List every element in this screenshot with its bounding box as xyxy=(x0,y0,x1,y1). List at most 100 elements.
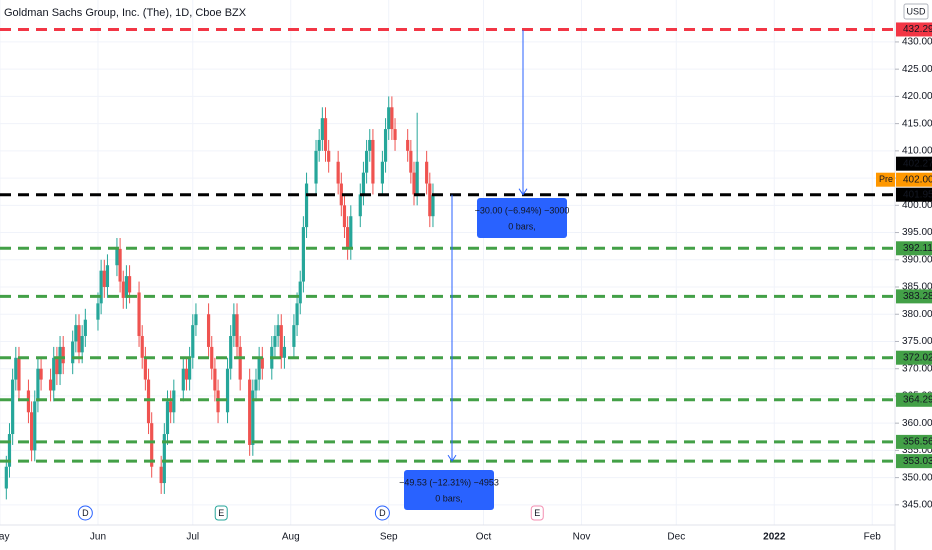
x-tick-label: Jul xyxy=(186,532,199,543)
currency-label: USD xyxy=(906,6,926,16)
candle-body xyxy=(393,129,397,140)
candle-body xyxy=(254,379,258,391)
candle-body xyxy=(99,270,103,304)
candle-body xyxy=(276,325,280,337)
candle-body xyxy=(292,325,296,347)
candle-body xyxy=(320,118,324,140)
candle-body xyxy=(17,357,21,391)
price-label-box xyxy=(896,350,932,365)
candle-body xyxy=(406,139,410,151)
candle-body xyxy=(323,118,328,151)
candle-body xyxy=(301,227,305,282)
candle-body xyxy=(115,248,119,266)
event-marker[interactable] xyxy=(530,505,544,521)
candle-body xyxy=(83,319,87,337)
event-marker[interactable] xyxy=(214,505,228,521)
candle-body xyxy=(425,161,429,184)
candle-body xyxy=(169,401,173,413)
candle-body xyxy=(327,150,331,162)
y-tick-label: 355.00 xyxy=(902,445,932,456)
candle-body xyxy=(105,265,110,288)
y-tick-label: 395.00 xyxy=(902,227,932,238)
candle-body xyxy=(172,390,176,413)
candle-body xyxy=(232,314,236,337)
x-tick-label: Aug xyxy=(282,532,300,543)
price-label: 353.03 xyxy=(903,456,932,467)
candle-body xyxy=(191,325,195,358)
candle-body xyxy=(181,368,185,391)
candle-body xyxy=(346,227,350,249)
candle-body xyxy=(71,341,75,364)
event-marker[interactable] xyxy=(374,505,390,521)
candle-body xyxy=(428,183,432,217)
event-label: E xyxy=(218,508,224,518)
measure-arrowhead xyxy=(447,454,457,463)
candle-body xyxy=(146,379,151,424)
pre-market-tag xyxy=(876,172,895,187)
y-tick-label: 350.00 xyxy=(902,472,932,483)
price-label: 392.11 xyxy=(903,243,932,254)
y-tick-label: 370.00 xyxy=(902,363,932,374)
price-label-box xyxy=(896,392,932,407)
candle-body xyxy=(339,183,343,206)
event-label: E xyxy=(534,508,540,518)
y-tick-label: 360.00 xyxy=(902,418,932,429)
candle-body xyxy=(150,423,154,467)
last-price-label: 402.27 xyxy=(903,158,932,169)
candle-body xyxy=(33,401,37,451)
price-label: 383.28 xyxy=(903,291,932,302)
x-tick-label: Feb xyxy=(864,532,882,543)
candle-body xyxy=(361,172,366,195)
pre-market-label: 402.00 xyxy=(903,174,932,185)
candle-body xyxy=(80,336,84,353)
candle-body xyxy=(304,183,309,228)
candle-body xyxy=(295,303,299,326)
candle-body xyxy=(314,150,318,184)
candle-body xyxy=(273,336,277,347)
price-label-box xyxy=(896,454,932,469)
price-label-box xyxy=(896,289,932,304)
y-tick-label: 345.00 xyxy=(902,499,932,510)
candle-body xyxy=(184,368,189,380)
y-tick-label: 380.00 xyxy=(902,309,932,320)
candle-body xyxy=(206,314,211,347)
candle-body xyxy=(383,129,388,162)
candle-body xyxy=(229,336,233,369)
candle-body xyxy=(39,368,43,380)
measure-bars: 0 bars, xyxy=(435,493,463,503)
candle-body xyxy=(36,368,40,402)
last-price-box xyxy=(896,156,932,171)
price-label-box xyxy=(896,434,932,449)
candle-body xyxy=(358,194,362,217)
candle-body xyxy=(431,194,435,217)
candle-body xyxy=(137,292,141,337)
x-tick-label: 2022 xyxy=(763,532,786,543)
currency-box[interactable] xyxy=(903,3,929,20)
y-tick-label: 415.00 xyxy=(902,118,932,129)
candle-body xyxy=(118,248,122,282)
candle-body xyxy=(210,346,214,369)
x-tick-label: May xyxy=(0,532,9,543)
y-tick-label: 375.00 xyxy=(902,336,932,347)
candle-body xyxy=(349,216,353,249)
event-marker[interactable] xyxy=(77,505,93,521)
price-label: 364.29 xyxy=(903,394,932,405)
candle-body xyxy=(4,466,8,489)
candle-body xyxy=(7,434,12,467)
candle-body xyxy=(124,276,129,298)
measure-box xyxy=(404,470,494,510)
candle-body xyxy=(143,357,147,380)
candle-body xyxy=(412,172,416,195)
measure-box xyxy=(477,198,567,238)
plot-area xyxy=(0,0,895,525)
candle-body xyxy=(248,379,252,445)
candle-body xyxy=(364,150,369,173)
measure-text: −30.00 (−6.94%) −3000 xyxy=(475,205,570,215)
candle-body xyxy=(77,325,81,353)
candle-body xyxy=(238,346,242,380)
y-tick-label: 430.00 xyxy=(902,37,932,48)
candle-body xyxy=(159,466,163,484)
candle-body xyxy=(260,357,264,369)
